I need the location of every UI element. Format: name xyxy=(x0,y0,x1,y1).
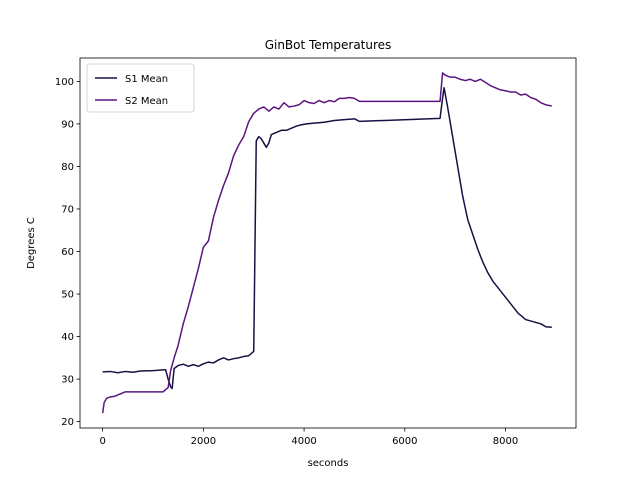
y-axis-label: Degrees C xyxy=(26,217,37,269)
y-tick-label: 70 xyxy=(61,204,74,215)
y-tick-label: 100 xyxy=(55,77,74,88)
plot-frame xyxy=(79,57,577,429)
y-tick-label: 60 xyxy=(61,247,74,258)
y-tick-label: 40 xyxy=(61,332,74,343)
legend: S1 Mean S2 Mean xyxy=(86,63,195,113)
x-tick-label: 0 xyxy=(99,436,105,447)
legend-label-1: S1 Mean xyxy=(125,74,168,85)
y-tick-label: 80 xyxy=(61,162,74,173)
x-tick-label: 4000 xyxy=(291,436,316,447)
x-axis: 0 2000 4000 6000 8000 xyxy=(99,428,518,447)
x-tick-label: 6000 xyxy=(392,436,417,447)
legend-label-2: S2 Mean xyxy=(125,96,168,107)
y-tick-label: 90 xyxy=(61,119,74,130)
series-line-2 xyxy=(101,72,552,414)
x-axis-label: seconds xyxy=(308,458,349,469)
y-tick-label: 50 xyxy=(61,290,74,301)
chart-title: GinBot Temperatures xyxy=(265,38,392,52)
y-tick-label: 30 xyxy=(61,375,74,386)
x-tick-label: 2000 xyxy=(191,436,216,447)
y-axis: 20 30 40 50 60 70 80 90 100 xyxy=(55,77,80,428)
series-line-1 xyxy=(102,87,552,390)
y-tick-label: 20 xyxy=(61,417,74,428)
plot-area xyxy=(101,72,552,414)
x-tick-label: 8000 xyxy=(493,436,518,447)
